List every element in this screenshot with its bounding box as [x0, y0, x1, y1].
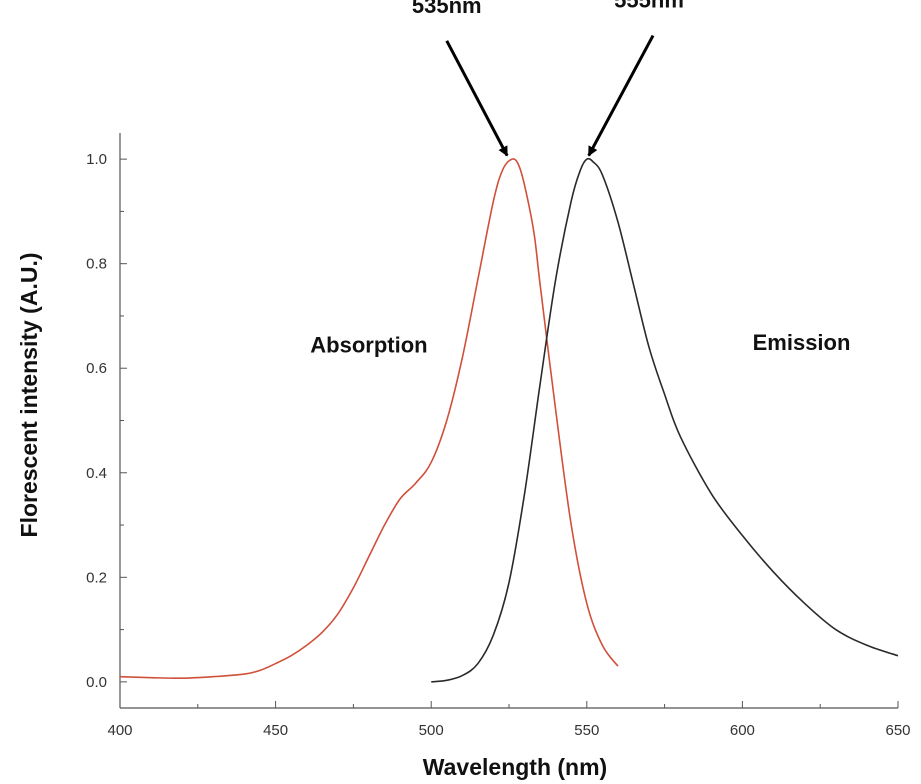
x-tick-label: 400 — [107, 722, 132, 739]
peak-arrow — [587, 34, 655, 157]
y-tick-label: 0.0 — [86, 674, 107, 691]
x-tick-label: 550 — [574, 722, 599, 739]
x-tick-label: 450 — [263, 722, 288, 739]
y-tick-label: 0.2 — [86, 569, 107, 586]
peak-label: 535nm — [412, 0, 482, 18]
y-tick-label: 1.0 — [86, 151, 107, 168]
axes: 400 450 500 550 600 650 0.0 0.2 0.4 0.6 0.8 1.0 — [86, 133, 911, 739]
annotations: Absorption Emission 535nm 555nm — [310, 0, 850, 358]
y-tick-label: 0.6 — [86, 360, 107, 377]
series-line-emission — [431, 157, 899, 683]
peak-label: 555nm — [614, 0, 684, 13]
y-axis-title: Florescent intensity (A.U.) — [16, 253, 42, 538]
y-tick-label: 0.4 — [86, 465, 107, 482]
y-tick-label: 0.8 — [86, 256, 107, 273]
x-tick-label: 600 — [730, 722, 755, 739]
series-label-emission: Emission — [753, 330, 851, 355]
data-series — [119, 157, 899, 683]
x-tick-label: 650 — [885, 722, 910, 739]
series-label-absorption: Absorption — [310, 333, 427, 358]
x-axis-title: Wavelength (nm) — [423, 754, 607, 780]
series-line-absorption — [119, 158, 619, 680]
x-tick-label: 500 — [419, 722, 444, 739]
peak-arrow — [445, 40, 509, 157]
